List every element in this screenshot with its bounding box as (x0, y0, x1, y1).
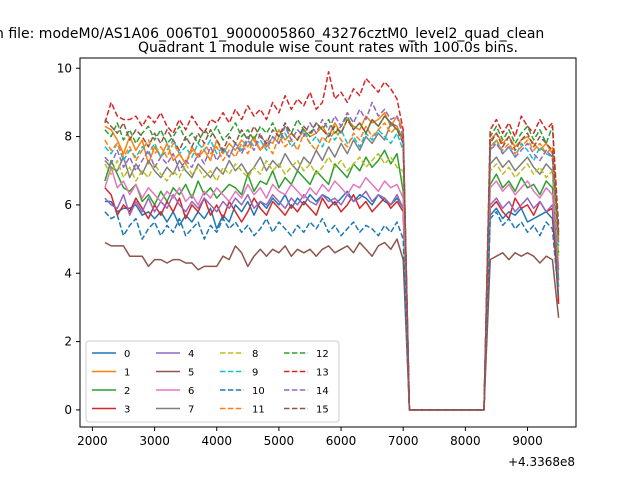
x-tick-label: 7000 (388, 434, 419, 448)
legend-label-12: 12 (316, 349, 329, 360)
x-tick-label: 9000 (512, 434, 543, 448)
series-line-4 (104, 190, 560, 411)
x-offset-label: +4.3368e8 (508, 455, 575, 469)
x-tick-label: 5000 (264, 434, 295, 448)
legend-label-11: 11 (252, 405, 265, 416)
legend-label-5: 5 (188, 368, 194, 379)
legend-label-1: 1 (124, 368, 130, 379)
legend-label-15: 15 (316, 405, 329, 416)
series-line-12 (104, 115, 560, 411)
x-tick-label: 2000 (77, 434, 108, 448)
legend-label-14: 14 (316, 386, 329, 397)
y-tick-label: 8 (64, 130, 72, 144)
x-tick-label: 3000 (139, 434, 170, 448)
series-line-6 (104, 166, 560, 411)
legend-box (85, 340, 340, 423)
plot-lines (104, 70, 560, 411)
legend-label-2: 2 (124, 386, 130, 397)
legend-label-0: 0 (124, 349, 130, 360)
legend-label-9: 9 (252, 368, 258, 379)
chart-title: Quadrant 1 module wise count rates with … (138, 40, 518, 56)
legend-label-10: 10 (252, 386, 265, 397)
y-tick-label: 4 (64, 266, 72, 280)
series-line-15 (104, 115, 560, 411)
y-axis: 0 2 4 6 8 10 (57, 61, 80, 417)
y-tick-label: 10 (57, 61, 72, 75)
series-line-5 (104, 238, 560, 411)
series-line-13 (104, 70, 560, 411)
x-axis: 2000 3000 4000 5000 6000 7000 8000 9000 (77, 427, 543, 448)
legend-label-6: 6 (188, 386, 194, 397)
series-line-10 (104, 211, 560, 411)
series-line-8 (104, 152, 560, 411)
series-line-14 (104, 101, 560, 411)
series-line-0 (104, 190, 560, 411)
x-tick-label: 8000 (450, 434, 481, 448)
x-tick-label: 6000 (326, 434, 357, 448)
legend-label-4: 4 (188, 349, 194, 360)
figure-suptitle: n file: modeM0/AS1A06_006T01_9000005860_… (0, 26, 544, 42)
y-tick-label: 6 (64, 198, 72, 212)
series-line-11 (104, 122, 560, 411)
legend-label-8: 8 (252, 349, 258, 360)
y-tick-label: 2 (64, 335, 72, 349)
x-tick-label: 4000 (201, 434, 232, 448)
legend-label-13: 13 (316, 368, 329, 379)
plot-axes-frame (79, 57, 577, 428)
y-tick-label: 0 (64, 403, 72, 417)
legend-label-7: 7 (188, 405, 194, 416)
legend-label-3: 3 (124, 405, 130, 416)
series-line-7 (104, 122, 560, 411)
